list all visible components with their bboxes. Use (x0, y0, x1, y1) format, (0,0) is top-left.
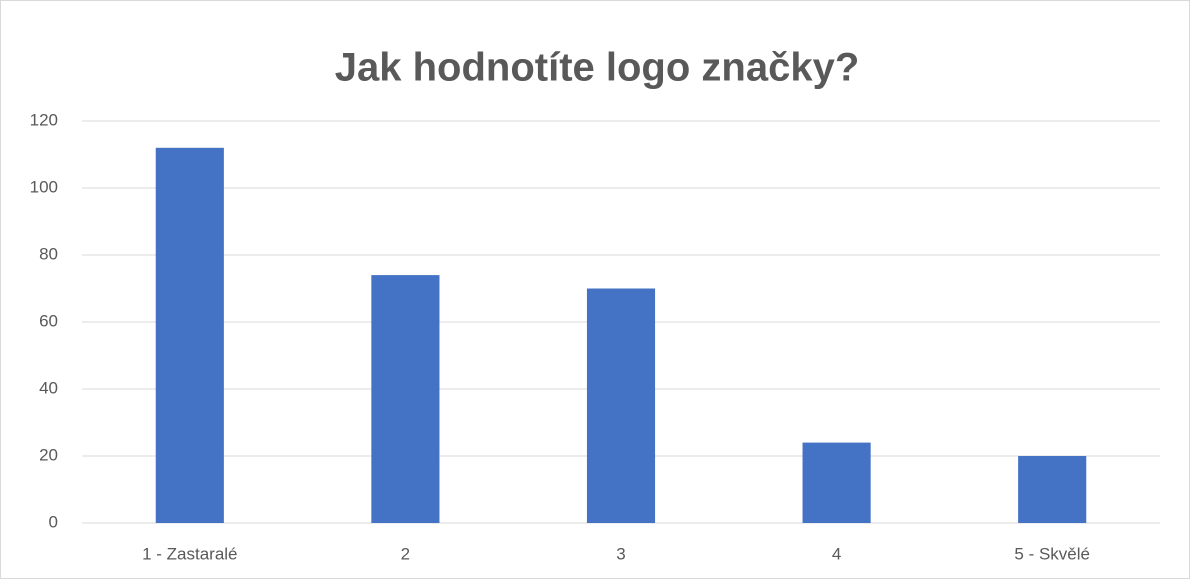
y-tick-label: 100 (30, 177, 58, 196)
y-tick-label: 120 (30, 110, 58, 129)
x-tick-label: 3 (616, 544, 625, 563)
x-tick-label: 4 (832, 544, 841, 563)
bar (371, 275, 440, 523)
y-tick-label: 80 (39, 244, 58, 263)
chart-title: Jak hodnotíte logo značky? (335, 46, 860, 90)
y-tick-label: 60 (39, 311, 58, 330)
x-tick-label: 5 - Skvělé (1014, 544, 1090, 563)
bar (155, 147, 224, 524)
x-tick-label: 2 (401, 544, 410, 563)
bar (586, 288, 656, 523)
bar (1018, 456, 1087, 523)
x-tick-label: 1 - Zastaralé (142, 544, 237, 563)
y-tick-label: 0 (49, 512, 58, 531)
y-tick-label: 20 (39, 445, 58, 464)
bar (802, 442, 871, 523)
y-tick-label: 40 (39, 378, 58, 397)
